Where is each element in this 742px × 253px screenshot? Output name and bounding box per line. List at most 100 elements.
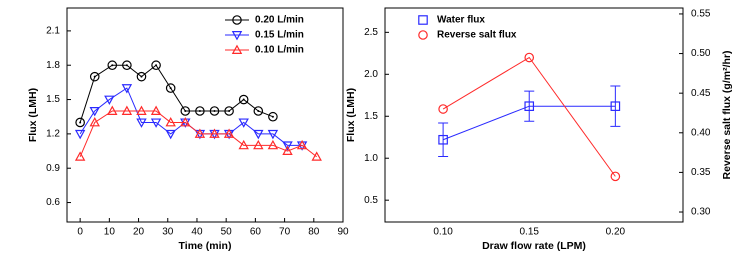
series-line bbox=[79, 64, 274, 123]
marker-dot bbox=[213, 109, 216, 112]
marker-dot bbox=[271, 115, 274, 118]
marker bbox=[282, 145, 293, 156]
marker bbox=[418, 15, 428, 25]
legend-label: Reverse salt flux bbox=[437, 30, 517, 41]
y2-tick-label: 0.55 bbox=[691, 9, 711, 20]
marker bbox=[89, 107, 100, 117]
error-bar bbox=[438, 122, 449, 158]
marker bbox=[165, 117, 176, 127]
x-tick-label: 70 bbox=[279, 227, 291, 238]
marker-dot bbox=[184, 109, 187, 112]
marker bbox=[418, 30, 428, 40]
x-tick-label: 80 bbox=[308, 227, 320, 238]
marker bbox=[610, 101, 621, 111]
marker-dot bbox=[125, 64, 128, 67]
marker-dot bbox=[257, 109, 260, 112]
legend-label: 0.10 L/min bbox=[255, 45, 304, 56]
marker bbox=[268, 111, 278, 122]
series-line bbox=[79, 110, 318, 158]
marker bbox=[136, 105, 147, 115]
marker bbox=[136, 71, 147, 82]
marker bbox=[267, 139, 279, 150]
x-tick-label: 50 bbox=[221, 227, 233, 238]
marker bbox=[232, 15, 242, 25]
marker bbox=[253, 129, 264, 140]
legend-label: 0.15 L/min bbox=[255, 30, 304, 41]
x-tick-label: 0.20 bbox=[606, 227, 626, 238]
marker bbox=[253, 106, 264, 116]
plot-frame bbox=[66, 7, 344, 223]
marker bbox=[122, 60, 132, 71]
y-tick-label: 2.0 bbox=[364, 69, 378, 80]
marker bbox=[224, 106, 234, 116]
y-axis-label: Flux (LMH) bbox=[345, 88, 357, 142]
series-line bbox=[442, 56, 616, 177]
marker bbox=[165, 83, 176, 93]
y2-tick-label: 0.30 bbox=[691, 207, 711, 218]
y-tick-label: 2.1 bbox=[46, 26, 60, 37]
marker bbox=[238, 94, 249, 105]
marker bbox=[107, 60, 118, 71]
marker bbox=[89, 117, 100, 127]
marker bbox=[438, 134, 448, 145]
marker-dot bbox=[79, 121, 82, 124]
marker-dot bbox=[242, 98, 245, 101]
y2-axis-label: Reverse salt flux (g/m²/hr) bbox=[721, 51, 733, 180]
x-tick-label: 0.15 bbox=[519, 227, 539, 238]
x-axis-label: Time (min) bbox=[179, 240, 232, 252]
marker bbox=[75, 117, 85, 128]
marker bbox=[209, 128, 220, 138]
y-axis-label: Flux (LMH) bbox=[27, 88, 39, 142]
marker bbox=[104, 95, 115, 105]
marker-dot bbox=[169, 87, 172, 90]
error-bar bbox=[524, 90, 535, 122]
marker bbox=[74, 129, 86, 140]
x-tick-label: 20 bbox=[133, 227, 145, 238]
y-tick-label: 2.5 bbox=[364, 27, 378, 38]
marker bbox=[231, 31, 243, 41]
marker-dot bbox=[198, 109, 201, 112]
y2-tick-label: 0.35 bbox=[691, 167, 711, 178]
x-axis-label: Draw flow rate (LPM) bbox=[482, 240, 586, 252]
plot-frame bbox=[384, 7, 684, 223]
marker bbox=[89, 71, 100, 82]
error-bar bbox=[610, 85, 621, 127]
y2-tick-label: 0.45 bbox=[691, 88, 711, 99]
marker bbox=[438, 104, 448, 114]
marker bbox=[121, 105, 133, 115]
legend-label: Water flux bbox=[437, 15, 485, 26]
y-tick-label: 1.8 bbox=[46, 60, 60, 71]
marker bbox=[253, 139, 264, 150]
marker bbox=[524, 52, 535, 63]
marker bbox=[107, 105, 118, 115]
x-tick-label: 60 bbox=[250, 227, 262, 238]
marker-dot bbox=[111, 64, 114, 67]
marker bbox=[180, 106, 191, 116]
x-tick-label: 10 bbox=[104, 227, 116, 238]
marker-dot bbox=[155, 64, 158, 67]
marker bbox=[121, 84, 133, 94]
y2-tick-label: 0.50 bbox=[691, 48, 711, 59]
y-tick-label: 0.5 bbox=[364, 195, 378, 206]
marker bbox=[282, 141, 293, 151]
y-tick-label: 1.0 bbox=[364, 153, 378, 164]
marker bbox=[524, 101, 535, 111]
y2-tick-label: 0.40 bbox=[691, 127, 711, 138]
x-tick-label: 0.10 bbox=[433, 227, 453, 238]
marker bbox=[610, 171, 621, 182]
x-tick-label: 40 bbox=[191, 227, 203, 238]
y-tick-label: 1.5 bbox=[46, 94, 60, 105]
y-tick-label: 1.2 bbox=[46, 129, 60, 140]
marker bbox=[195, 106, 205, 116]
y-tick-label: 1.5 bbox=[364, 111, 378, 122]
legend-label: 0.20 L/min bbox=[255, 15, 304, 26]
marker bbox=[223, 128, 235, 138]
y-tick-label: 0.9 bbox=[46, 163, 60, 174]
marker bbox=[151, 60, 161, 71]
marker bbox=[74, 151, 86, 161]
marker bbox=[238, 139, 249, 150]
marker bbox=[238, 118, 249, 128]
marker bbox=[267, 129, 279, 140]
x-tick-label: 0 bbox=[77, 227, 83, 238]
